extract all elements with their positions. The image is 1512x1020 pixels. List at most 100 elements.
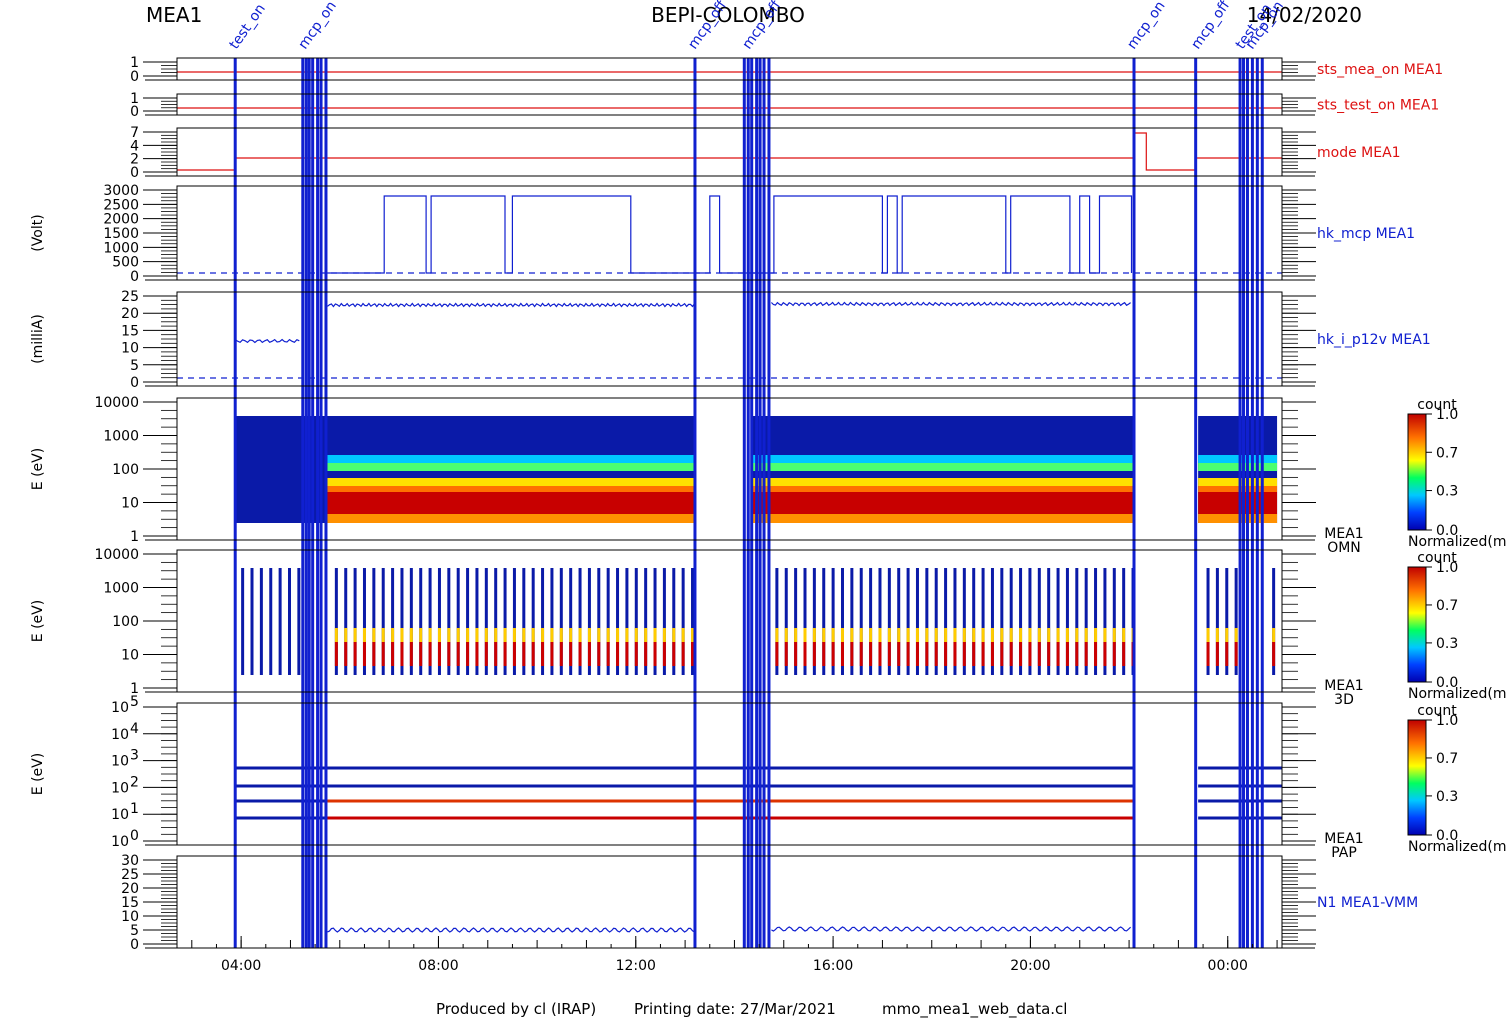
3d-stripe-mid (428, 628, 432, 642)
ytick-label: 10 (121, 909, 139, 925)
3d-stripe-mid (1225, 628, 1229, 642)
omn-band (1198, 486, 1278, 492)
ytitle-3: (Volt) (30, 214, 46, 251)
3d-stripe (1103, 568, 1107, 675)
3d-stripe-low (934, 642, 938, 666)
3d-stripe-low (775, 642, 779, 666)
3d-stripe (1206, 568, 1210, 675)
ytick-label: 0 (130, 104, 139, 120)
3d-stripe-low (1103, 642, 1107, 666)
panel-frame-7 (176, 702, 1283, 846)
3d-stripe (531, 568, 535, 675)
hk-i-line-c (770, 301, 1131, 307)
omn-band (1198, 455, 1278, 463)
ytick-exponent: 4 (130, 721, 139, 737)
3d-stripe-mid (915, 628, 919, 642)
panel-frame-0 (176, 57, 1283, 81)
3d-stripe-low (784, 642, 788, 666)
panel-sublabel-6: 3D (1334, 692, 1354, 708)
ytick-label: 1500 (103, 226, 139, 242)
3d-stripe-mid (578, 628, 582, 642)
ytick-label: 10 (121, 496, 139, 512)
3d-stripe-mid (541, 628, 545, 642)
hk-i-line-b (327, 302, 695, 308)
panel-labels: sts_mea_on MEA1 sts_test_on MEA1 mode MEA1… (30, 62, 1443, 911)
3d-stripe-low (887, 642, 891, 666)
ytick-label: 5 (130, 923, 139, 939)
3d-stripe (1084, 568, 1088, 675)
3d-stripe-mid (409, 628, 413, 642)
3d-stripe-low (878, 642, 882, 666)
3d-stripe-low (840, 642, 844, 666)
3d-stripe-mid (616, 628, 620, 642)
ytick-exponent: 0 (130, 828, 139, 844)
3d-stripe-low (569, 642, 573, 666)
omn-band (751, 486, 1135, 492)
panel-label-4: hk_i_p12v MEA1 (1317, 332, 1431, 348)
3d-stripe-mid (419, 628, 423, 642)
colorbars: count1.00.70.30.0Normalized(mcount1.00.7… (1407, 397, 1507, 855)
3d-stripe-mid (803, 628, 807, 642)
hk-i-line-a (234, 338, 300, 344)
3d-stripe-low (1094, 642, 1098, 666)
3d-stripe (634, 568, 638, 675)
3d-stripe-low (915, 642, 919, 666)
3d-stripe (812, 568, 816, 675)
3d-stripe-mid (1215, 628, 1219, 642)
3d-stripe-mid (1206, 628, 1210, 642)
3d-stripe-mid (850, 628, 854, 642)
3d-stripe-mid (550, 628, 554, 642)
3d-stripe-low (625, 642, 629, 666)
3d-stripe-low (512, 642, 516, 666)
3d-stripe-mid (775, 628, 779, 642)
3d-stripe-mid (644, 628, 648, 642)
event-label: mcp_on (295, 0, 339, 52)
3d-stripe-mid (531, 628, 535, 642)
ytick-label: 1 (130, 681, 139, 697)
3d-stripe (1028, 568, 1032, 675)
ytick-label: 10 (121, 648, 139, 664)
3d-stripe (1075, 568, 1079, 675)
3d-stripe (672, 568, 676, 675)
ytick-label: 15 (121, 895, 139, 911)
3d-stripe-mid (1000, 628, 1004, 642)
3d-stripe (850, 568, 854, 675)
3d-stripe-low (897, 642, 901, 666)
omn-band (327, 492, 695, 514)
3d-stripe (447, 568, 451, 675)
omn-band (327, 463, 695, 471)
3d-stripe-mid (344, 628, 348, 642)
panel-label-5: MEA1 (1324, 526, 1363, 542)
3d-stripe-mid (1103, 628, 1107, 642)
panel-frame-1 (176, 93, 1283, 116)
3d-stripe (606, 568, 610, 675)
3d-stripe (353, 568, 357, 675)
3d-stripe-low (681, 642, 685, 666)
ytick-label: 0 (130, 69, 139, 85)
ytick-label: 5 (130, 358, 139, 374)
3d-stripe-low (1122, 642, 1126, 666)
3d-stripe-mid (887, 628, 891, 642)
3d-stripe-mid (634, 628, 638, 642)
3d-stripe-mid (897, 628, 901, 642)
3d-stripe (681, 568, 685, 675)
3d-stripe (475, 568, 479, 675)
3d-stripe (559, 568, 563, 675)
colorbar-tick-label: 0.7 (1436, 445, 1458, 461)
ytick-label: 10 (111, 700, 129, 716)
mode-line (177, 132, 1282, 171)
3d-stripe (962, 568, 966, 675)
3d-stripe-mid (869, 628, 873, 642)
n1-line-b (771, 926, 1132, 932)
3d-stripe-mid (972, 628, 976, 642)
3d-stripe (691, 568, 695, 675)
3d-stripe-low (606, 642, 610, 666)
footer-produced: Produced by cl (IRAP) (436, 1000, 596, 1018)
ytick-label: 10 (111, 807, 129, 823)
3d-stripe-mid (597, 628, 601, 642)
3d-stripe-mid (353, 628, 357, 642)
hk-mcp-line (327, 195, 1133, 274)
3d-stripe (925, 568, 929, 675)
omn-band (751, 463, 1135, 471)
colorbar-tick-label: 1.0 (1436, 713, 1458, 729)
